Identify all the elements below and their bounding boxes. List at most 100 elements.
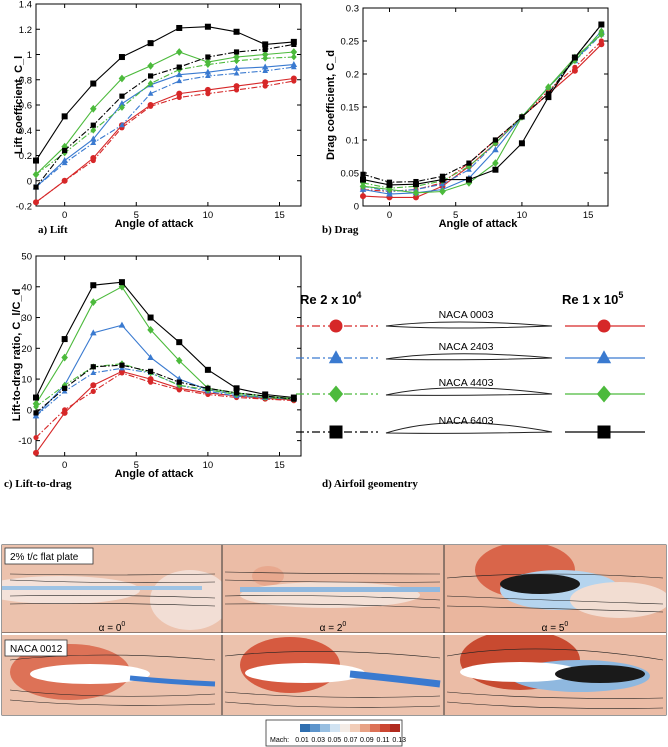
drag-chart-xlabel: Angle of attack — [439, 218, 519, 230]
lift-data-point — [204, 23, 211, 30]
drag-data-point — [465, 176, 472, 183]
lift-data-point — [175, 71, 183, 78]
lift-to-drag-data-point — [262, 391, 269, 398]
lift-to-drag-series-line — [35, 281, 294, 399]
lift-to-drag-data-point — [33, 410, 39, 416]
drag-data-point — [386, 190, 393, 197]
colorbar-tick-label: 0.05 — [328, 737, 342, 744]
drag-data-point — [519, 114, 525, 120]
lift-data-point — [233, 64, 240, 71]
drag-data-point — [439, 187, 446, 196]
lift-to-drag-data-point — [205, 385, 211, 391]
lift-to-drag-y-tick-label: 20 — [21, 344, 32, 355]
lift-data-point — [61, 113, 68, 120]
lift-to-drag-data-point — [62, 385, 68, 391]
drag-series-naca6403-re1e5 — [360, 21, 605, 188]
drag-y-tick-label: 0.2 — [346, 70, 359, 81]
lift-to-drag-data-point — [32, 399, 40, 408]
lift-to-drag-chart: Lift-to-drag ratio, C_l/C_d Angle of att… — [4, 252, 302, 490]
lift-data-point — [118, 54, 125, 61]
lift-to-drag-plot-frame — [35, 255, 302, 457]
drag-data-point — [518, 140, 525, 147]
drag-y-tick-label: 0.05 — [341, 169, 360, 180]
lift-to-drag-data-point — [33, 449, 39, 456]
legend-row-naca2403: NACA 2403 — [296, 341, 645, 364]
airfoil-shape-naca2403 — [385, 353, 553, 361]
lift-chart: Lift coefficient, C_l Angle of attack a)… — [13, 0, 302, 236]
colorbar-swatch — [300, 724, 310, 732]
lift-to-drag-chart-caption: c) Lift-to-drag — [4, 478, 72, 490]
lift-data-point — [204, 86, 211, 93]
lift-to-drag-data-point — [61, 409, 68, 416]
lift-chart-xlabel: Angle of attack — [115, 218, 195, 230]
cfd-panel-flat-plate-a5 — [444, 545, 666, 633]
legend-marker-re-low — [328, 350, 344, 364]
lift-data-point — [233, 53, 240, 61]
legend-marker-re-low — [329, 319, 343, 333]
drag-data-point — [545, 91, 552, 97]
lift-series-line — [35, 64, 294, 188]
lift-y-tick-label: 0.4 — [19, 126, 32, 137]
lift-x-tick-label: 10 — [203, 210, 214, 221]
lift-to-drag-series-naca2403-re2e4 — [33, 365, 297, 419]
drag-data-point — [545, 94, 552, 101]
lift-series-naca0003-re2e4 — [33, 78, 297, 205]
colorbar-tick-label: 0.09 — [360, 737, 374, 744]
drag-series-naca0003-re2e4 — [360, 38, 604, 195]
lift-to-drag-data-point — [176, 381, 183, 389]
lift-to-drag-series-line — [35, 367, 294, 417]
lift-data-point — [205, 72, 211, 79]
alpha-label-2: α = 20 — [320, 621, 347, 634]
drag-data-point — [598, 21, 605, 28]
lift-to-drag-y-tick-label: 40 — [21, 282, 32, 293]
lift-data-point — [262, 79, 269, 86]
colorbar-tick-label: 0.13 — [392, 737, 406, 744]
cfd-panel-naca0012-a5 — [444, 635, 666, 715]
lift-data-point — [90, 155, 97, 162]
lift-series-naca6403-re2e4 — [33, 41, 297, 190]
drag-series-line — [362, 24, 602, 186]
legend-marker-re-high — [596, 350, 612, 364]
mach-colorbar: Mach: 0.01 0.03 0.05 0.07 0.09 0.11 0.13 — [265, 719, 406, 747]
lift-to-drag-data-point — [233, 390, 240, 396]
lift-to-drag-x-tick-label: 10 — [203, 460, 214, 471]
colorbar-swatch — [380, 724, 390, 732]
legend-marker-re-high — [597, 319, 611, 333]
lift-data-point — [147, 102, 154, 108]
lift-to-drag-data-point — [61, 353, 68, 362]
lift-to-drag-data-point — [33, 394, 39, 401]
lift-data-point — [119, 104, 125, 111]
airfoil-shape-naca6403 — [385, 422, 553, 434]
lift-series-naca0003-re1e5 — [33, 75, 297, 206]
colorbar-tick-label: 0.11 — [376, 737, 389, 744]
lift-to-drag-data-point — [118, 282, 126, 291]
drag-y-tick-label: 0 — [354, 202, 359, 213]
lift-data-point — [176, 90, 183, 97]
lift-to-drag-series-naca6403-re1e5 — [33, 279, 297, 401]
lift-data-point — [205, 54, 211, 60]
drag-x-tick-label: 0 — [387, 210, 392, 221]
cfd-panel-naca0012-a2 — [222, 635, 444, 715]
lift-to-drag-data-point — [118, 321, 126, 328]
lift-data-point — [62, 147, 68, 154]
lift-series-line — [35, 66, 294, 188]
legend-marker-re-low — [328, 385, 344, 403]
drag-data-point — [360, 193, 366, 200]
colorbar-swatch — [370, 724, 380, 732]
lift-to-drag-data-point — [176, 379, 182, 385]
lift-to-drag-data-point — [147, 376, 154, 383]
drag-x-tick-label: 15 — [583, 210, 594, 221]
lift-series-naca6403-re1e5 — [33, 23, 297, 164]
lift-y-tick-label: 1 — [27, 50, 32, 61]
lift-data-point — [233, 83, 240, 90]
legend-airfoil-label: NACA 4403 — [439, 377, 494, 389]
lift-to-drag-y-tick-label: 10 — [21, 375, 32, 386]
lift-to-drag-y-tick-label: 50 — [21, 252, 32, 263]
lift-y-tick-label: 0 — [27, 176, 32, 187]
drag-y-tick-label: 0.25 — [341, 37, 360, 48]
lift-data-point — [261, 50, 269, 59]
lift-data-point — [290, 61, 298, 67]
lift-data-point — [119, 93, 125, 99]
airfoil-shape-naca0003 — [385, 321, 553, 329]
